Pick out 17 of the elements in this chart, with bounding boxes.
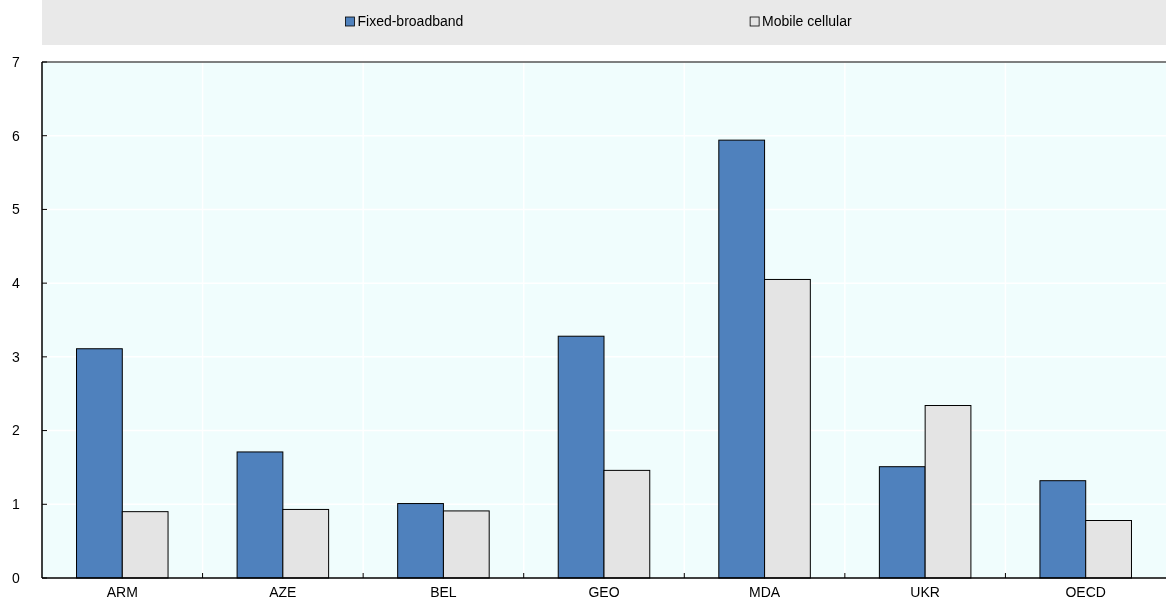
y-tick-label: 1 (12, 496, 21, 513)
x-tick-label: AZE (269, 584, 297, 600)
x-tick-label: OECD (1065, 584, 1106, 600)
y-tick-label: 0 (12, 569, 21, 586)
y-tick-label: 5 (12, 201, 21, 218)
y-tick-label: 7 (12, 53, 21, 70)
x-tick-label: MDA (749, 584, 781, 600)
x-tick-label: GEO (588, 584, 620, 600)
x-tick-label: BEL (430, 584, 457, 600)
legend-label: Mobile cellular (762, 13, 852, 29)
y-tick-label: 4 (12, 275, 21, 292)
x-tick-label: UKR (910, 584, 940, 600)
y-tick-label: 6 (12, 127, 21, 144)
y-tick-label: 2 (12, 422, 21, 439)
y-tick-label: 3 (12, 348, 21, 365)
legend-label: Fixed-broadband (357, 13, 464, 29)
x-tick-label: ARM (106, 584, 138, 600)
